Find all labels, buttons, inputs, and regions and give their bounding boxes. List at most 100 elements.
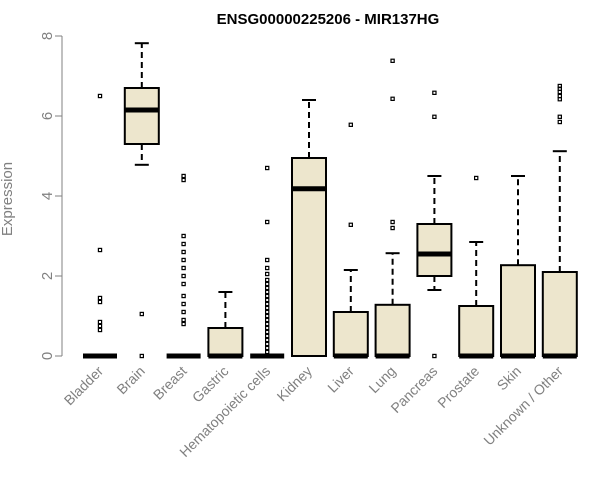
- outlier-point: [265, 345, 270, 351]
- box-body: [374, 303, 411, 357]
- outlier-point: [265, 297, 270, 303]
- box-unknown-other: [541, 83, 578, 359]
- box-breast: [166, 173, 201, 359]
- outlier-point: [265, 301, 270, 307]
- x-category-label: Liver: [324, 363, 357, 396]
- outlier-point: [181, 173, 186, 179]
- outlier-point: [390, 219, 395, 225]
- outlier-point: [557, 96, 563, 102]
- x-category-label: Lung: [365, 363, 398, 396]
- outlier-point: [265, 305, 270, 311]
- x-category-label: Brain: [113, 363, 147, 397]
- outlier-point: [265, 337, 270, 343]
- box-liver: [332, 122, 369, 359]
- box-prostate: [458, 175, 495, 359]
- x-category-label: Breast: [150, 363, 190, 403]
- x-category-label: Kidney: [274, 363, 316, 405]
- outlier-point: [181, 281, 186, 287]
- y-axis-label: Expression: [0, 162, 16, 236]
- x-category-label: Unknown / Other: [480, 363, 566, 449]
- box-hematopoietic-cells: [250, 165, 285, 359]
- outlier-point: [97, 247, 103, 253]
- outlier-point: [265, 271, 270, 277]
- outlier-point: [181, 273, 186, 279]
- outlier-point: [557, 89, 563, 95]
- box-kidney: [291, 99, 327, 357]
- outlier-point: [390, 225, 395, 231]
- box-body: [541, 271, 578, 357]
- outlier-point: [181, 177, 186, 183]
- outlier-point: [97, 323, 103, 329]
- outlier-point: [265, 341, 270, 347]
- outlier-point: [97, 319, 103, 325]
- outlier-point: [181, 265, 186, 271]
- outlier-point: [432, 114, 437, 119]
- outlier-point: [557, 114, 563, 119]
- box-pancreas: [416, 90, 453, 359]
- box-lung: [374, 58, 411, 359]
- outlier-point: [265, 321, 270, 327]
- outlier-point: [265, 289, 270, 295]
- outlier-point: [390, 58, 395, 64]
- box-body: [207, 327, 244, 357]
- outlier-point: [265, 165, 270, 171]
- outlier-point: [265, 325, 270, 331]
- outlier-point: [265, 349, 270, 355]
- y-tick-label: 6: [39, 112, 56, 120]
- outlier-point: [265, 329, 270, 335]
- outlier-point: [181, 257, 186, 263]
- outlier-point: [181, 321, 186, 327]
- box-bladder: [83, 93, 117, 359]
- outlier-point: [348, 122, 354, 127]
- outlier-point: [474, 175, 479, 181]
- outlier-point: [181, 233, 186, 239]
- y-tick-label: 8: [39, 32, 56, 40]
- outlier-point: [557, 119, 563, 125]
- chart-title: ENSG00000225206 - MIR137HG: [217, 11, 440, 28]
- outlier-point: [181, 317, 186, 323]
- outlier-point: [265, 333, 270, 339]
- outlier-point: [265, 219, 270, 225]
- y-axis: 0 2 4 6 8: [39, 32, 63, 360]
- box-gastric: [207, 291, 244, 359]
- outlier-point: [97, 327, 103, 333]
- x-category-label: Prostate: [434, 363, 482, 411]
- outlier-point: [265, 285, 270, 291]
- y-tick-label: 0: [39, 352, 56, 360]
- box-body: [500, 264, 536, 358]
- outlier-point: [181, 241, 186, 247]
- outlier-point: [265, 265, 270, 271]
- outlier-point: [139, 353, 144, 359]
- outlier-point: [348, 222, 354, 227]
- box-brain: [123, 42, 160, 359]
- y-tick-label: 4: [39, 192, 56, 200]
- box-body: [332, 311, 369, 357]
- x-category-label: Bladder: [61, 363, 107, 409]
- outlier-point: [265, 277, 270, 283]
- outlier-point: [181, 293, 186, 299]
- outlier-point: [181, 301, 186, 307]
- boxes-group: [83, 42, 578, 359]
- outlier-point: [265, 313, 270, 319]
- outlier-point: [139, 311, 144, 317]
- outlier-point: [265, 281, 270, 287]
- box-body: [416, 223, 453, 277]
- y-tick-label: 2: [39, 272, 56, 280]
- outlier-point: [265, 317, 270, 323]
- outlier-point: [265, 293, 270, 299]
- outlier-point: [390, 96, 395, 101]
- box-body: [123, 87, 160, 145]
- outlier-point: [97, 299, 103, 305]
- outlier-point: [181, 309, 186, 315]
- box-skin: [500, 175, 536, 359]
- outlier-point: [432, 90, 437, 95]
- outlier-point: [181, 249, 186, 255]
- outlier-point: [265, 257, 270, 263]
- outlier-point: [97, 295, 103, 301]
- x-category-label: Skin: [494, 363, 525, 394]
- outlier-point: [265, 309, 270, 315]
- box-body: [458, 305, 495, 357]
- outlier-point: [97, 93, 103, 99]
